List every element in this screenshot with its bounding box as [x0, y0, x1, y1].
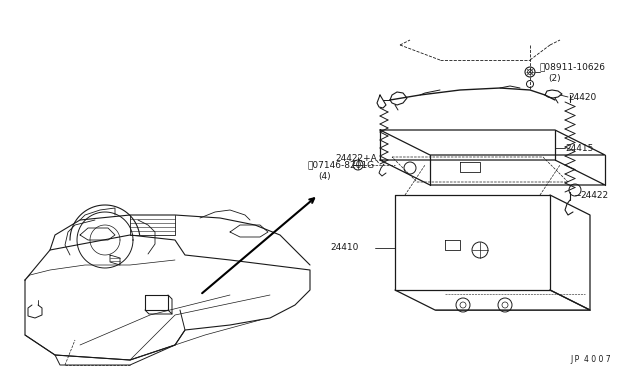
Text: 24422+A: 24422+A	[335, 154, 377, 163]
Text: 24415: 24415	[565, 144, 593, 153]
Text: 24410: 24410	[330, 244, 358, 253]
Text: J P  4 0 0 7: J P 4 0 0 7	[570, 356, 611, 365]
Text: 24422: 24422	[580, 190, 608, 199]
Text: (2): (2)	[548, 74, 561, 83]
Text: (4): (4)	[318, 171, 331, 180]
Text: 24420: 24420	[568, 93, 596, 102]
Text: Ⓓ07146-8201G: Ⓓ07146-8201G	[308, 160, 375, 170]
Text: ⓝ08911-10626: ⓝ08911-10626	[540, 62, 606, 71]
